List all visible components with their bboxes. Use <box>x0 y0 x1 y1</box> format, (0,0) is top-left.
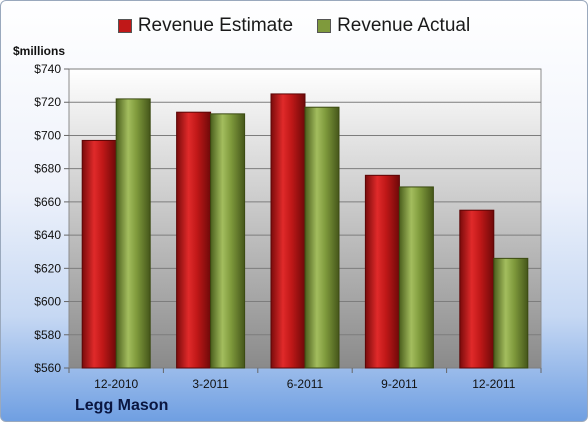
bar-revenue-actual <box>493 257 529 369</box>
x-tick-label: 6-2011 <box>287 377 324 391</box>
bar-revenue-actual <box>210 113 246 369</box>
y-tick-label: $580 <box>34 328 61 342</box>
bar-revenue-estimate <box>364 174 400 369</box>
legend-label-estimate: Revenue Estimate <box>137 15 294 36</box>
legend-item-estimate: Revenue Estimate <box>117 15 294 37</box>
y-tick-label: $720 <box>34 95 61 109</box>
y-tick-label: $600 <box>34 295 61 309</box>
bar-revenue-estimate <box>81 139 117 369</box>
legend-swatch-actual <box>317 19 332 33</box>
x-tick-label: 9-2011 <box>381 377 418 391</box>
x-tick-label: 3-2011 <box>192 377 229 391</box>
y-tick-label: $660 <box>34 195 61 209</box>
y-tick-label: $680 <box>34 162 61 176</box>
y-tick-label: $620 <box>34 261 61 275</box>
y-unit-label: $millions <box>13 44 66 58</box>
bar-revenue-estimate <box>176 111 212 369</box>
legend: Revenue Estimate Revenue Actual <box>1 15 587 37</box>
y-tick-label: $740 <box>34 62 61 76</box>
y-tick-label: $700 <box>34 128 61 142</box>
x-tick-label: 12-2010 <box>94 377 138 391</box>
x-tick-label: 12-2011 <box>472 377 515 391</box>
y-tick-label: $560 <box>34 361 61 375</box>
bar-revenue-actual <box>398 186 434 369</box>
bar-revenue-estimate <box>270 93 306 369</box>
company-name: Legg Mason <box>75 397 169 414</box>
bar-revenue-actual <box>115 98 151 369</box>
legend-swatch-estimate <box>117 19 132 33</box>
bar-revenue-estimate <box>459 209 495 369</box>
legend-item-actual: Revenue Actual <box>317 15 470 37</box>
legend-label-actual: Revenue Actual <box>337 15 471 36</box>
bar-revenue-actual <box>304 106 340 369</box>
y-tick-label: $640 <box>34 228 61 242</box>
